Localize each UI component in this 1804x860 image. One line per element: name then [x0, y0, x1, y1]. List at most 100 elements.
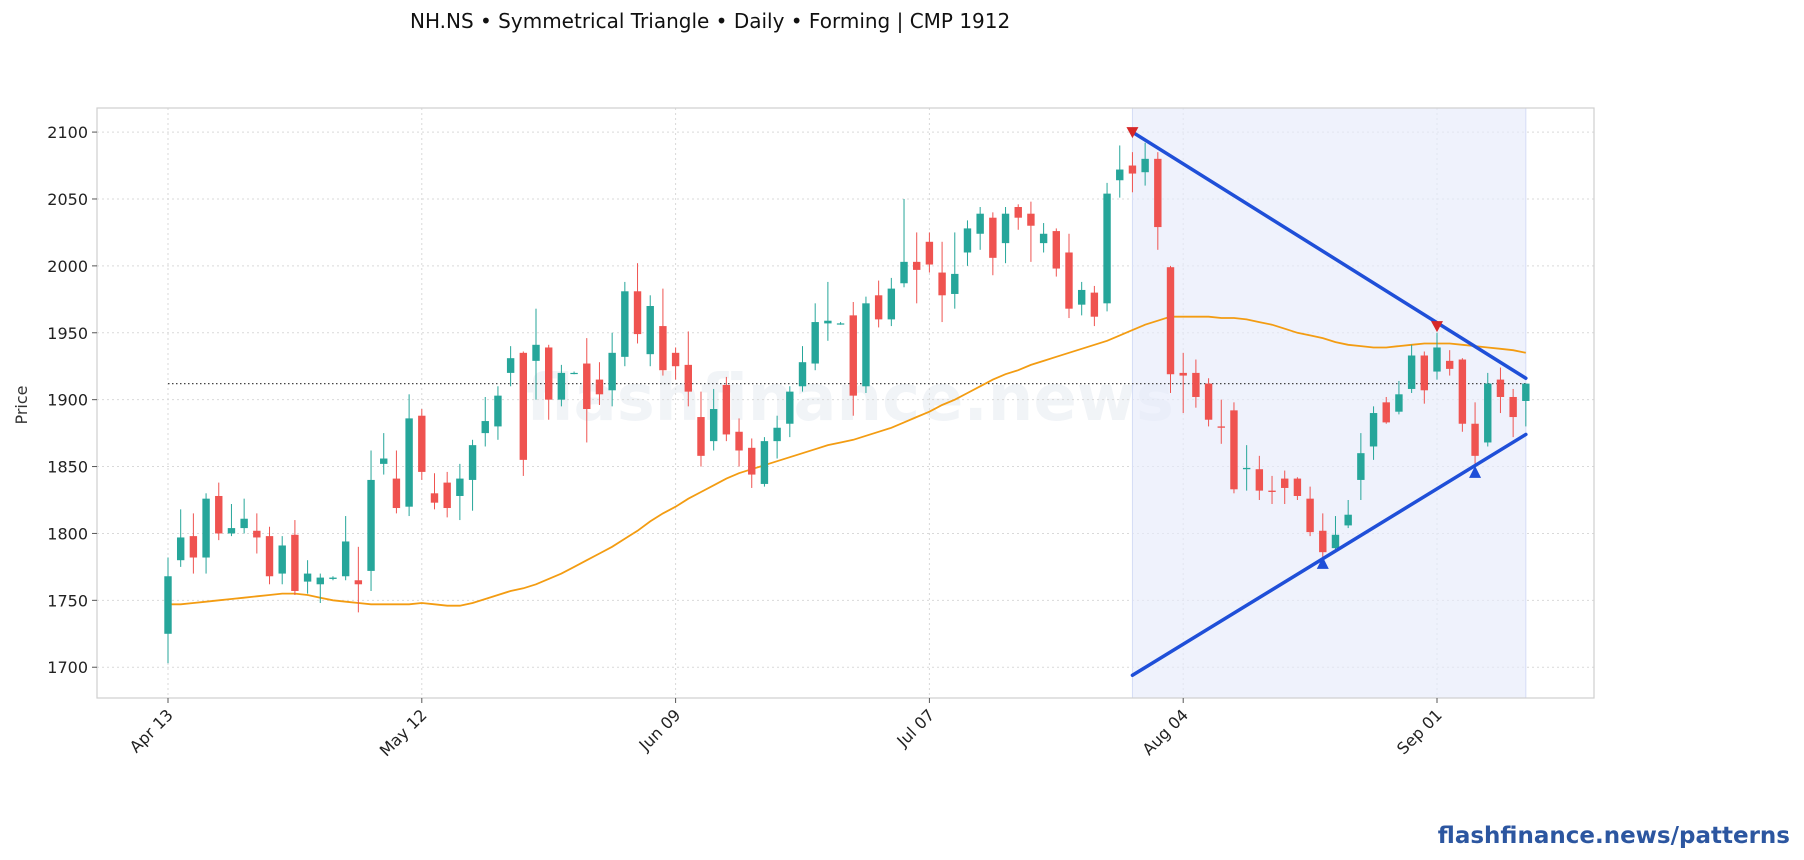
candle-body: [1509, 396, 1517, 418]
candle: [380, 433, 388, 475]
candle: [1382, 396, 1390, 424]
candle: [633, 263, 642, 344]
candle: [1166, 265, 1175, 393]
candle-body: [1204, 383, 1213, 420]
candle: [506, 346, 515, 387]
x-tick-label: Jul 07: [892, 705, 938, 751]
candle: [786, 386, 794, 438]
candle-body: [722, 384, 731, 435]
candle-body: [1293, 478, 1302, 496]
candle: [278, 536, 286, 585]
candle: [646, 295, 654, 367]
candle: [532, 308, 540, 400]
candle-body: [786, 391, 794, 424]
candle-body: [671, 352, 680, 367]
candle: [1395, 380, 1403, 415]
resistance-line: [1130, 130, 1528, 380]
candle-body: [824, 320, 832, 324]
candle-body: [1319, 530, 1327, 553]
candle: [1471, 402, 1479, 464]
candle-body: [862, 303, 870, 387]
candle-body: [684, 364, 692, 392]
candle-body: [291, 534, 299, 591]
candle-body: [748, 447, 756, 475]
candle: [1281, 470, 1289, 505]
candle: [253, 513, 261, 554]
candle-body: [240, 518, 248, 529]
candle-body: [1179, 372, 1187, 376]
candle-body: [341, 541, 350, 577]
candle-body: [963, 228, 972, 253]
candle-body: [443, 482, 451, 509]
candle-body: [405, 418, 413, 507]
candle: [519, 351, 528, 476]
candle: [671, 347, 680, 380]
candle-body: [1281, 478, 1289, 488]
brand-footer: flashfinance.news/patterns: [1438, 823, 1790, 849]
candle: [443, 471, 451, 518]
candle: [1242, 445, 1251, 491]
candle: [709, 388, 718, 451]
candle: [189, 513, 198, 574]
candle: [1331, 516, 1340, 551]
x-tick-label: Jun 09: [635, 705, 685, 755]
candle-body: [976, 213, 984, 234]
candle-body: [608, 352, 616, 391]
candle: [1509, 388, 1517, 438]
candle: [291, 520, 299, 595]
candle-body: [316, 577, 324, 585]
candle-body: [1357, 453, 1365, 480]
candle-body: [506, 358, 515, 373]
candle: [595, 362, 604, 406]
candle: [1039, 223, 1048, 253]
candle-body: [1445, 360, 1454, 369]
candle-body: [164, 576, 172, 634]
candle: [913, 232, 921, 304]
candle: [240, 498, 248, 534]
candle: [862, 296, 870, 393]
candle: [1217, 399, 1225, 444]
candle-body: [709, 409, 718, 442]
y-tick-label: 1900: [47, 391, 88, 410]
x-axis-ticks: Apr 13 May 12 Jun 09 Jul 07 Aug 04 Sep 01: [126, 698, 1446, 760]
candle: [557, 364, 566, 407]
candle-body: [481, 421, 489, 434]
candle-body: [1217, 426, 1225, 428]
candle: [1001, 207, 1010, 264]
candle-body: [1433, 347, 1441, 372]
candle-body: [836, 323, 845, 325]
candle: [1128, 152, 1137, 193]
y-tick-label: 1750: [47, 591, 88, 610]
candle-body: [951, 273, 959, 294]
candle: [405, 394, 413, 517]
candle: [900, 198, 908, 288]
candle: [494, 386, 502, 440]
candle: [874, 280, 883, 328]
candle-body: [1407, 355, 1416, 389]
candle: [1027, 201, 1035, 262]
candle: [849, 301, 857, 416]
candle-body: [1027, 213, 1035, 226]
candle: [773, 415, 781, 459]
candle: [608, 332, 616, 407]
candle: [570, 371, 578, 375]
candle: [1192, 359, 1200, 408]
candle: [1090, 285, 1099, 327]
candle: [938, 241, 946, 323]
y-tick-label: 1700: [47, 658, 88, 677]
candle: [697, 391, 705, 467]
candle: [1255, 455, 1264, 500]
candle: [1420, 351, 1429, 404]
candle-body: [1230, 410, 1238, 490]
sma-line: [168, 315, 1526, 607]
candle: [468, 439, 477, 511]
pivot-high-marker: [1126, 127, 1139, 139]
candle: [583, 338, 591, 443]
candle-body: [392, 478, 401, 509]
candle: [215, 482, 223, 541]
pattern-zone: [1131, 107, 1527, 699]
candle-body: [176, 537, 185, 561]
candle: [392, 450, 401, 514]
plot-border: [96, 107, 1595, 699]
